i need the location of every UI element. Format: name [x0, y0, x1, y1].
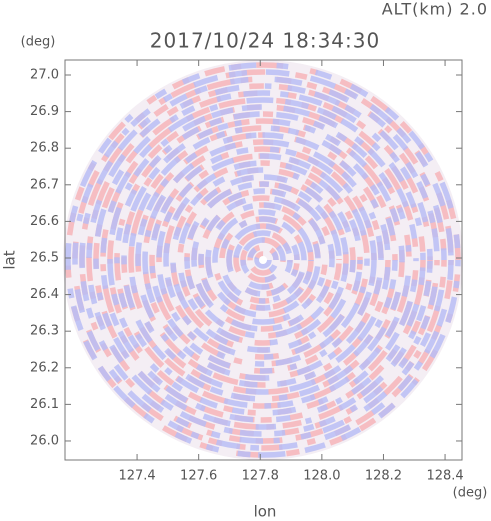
- y-unit: (deg): [21, 35, 56, 50]
- radar-center: [259, 256, 267, 264]
- y-tick-label: 26.0: [30, 433, 59, 448]
- x-tick-label: 127.6: [180, 469, 217, 484]
- echo-ring: [177, 174, 349, 346]
- echo-ring: [72, 69, 454, 451]
- x-tick-label: 128.0: [303, 469, 340, 484]
- y-tick-label: 26.3: [30, 324, 59, 339]
- x-tick-label: 128.2: [365, 469, 402, 484]
- y-tick-label: 26.8: [30, 141, 59, 156]
- y-tick-label: 26.6: [30, 214, 59, 229]
- echo-ring: [86, 83, 440, 437]
- echo-ring: [254, 251, 272, 269]
- echo-ring: [163, 160, 363, 360]
- echo-ring: [107, 104, 419, 416]
- echo-ring: [198, 195, 328, 325]
- echo-ring: [93, 90, 433, 430]
- echo-ring: [184, 181, 342, 339]
- echo-ring: [240, 237, 286, 283]
- echo-ring: [219, 216, 307, 304]
- echo-ring: [149, 146, 377, 374]
- y-tick-label: 26.2: [30, 360, 59, 375]
- plot-frame: [64, 59, 463, 461]
- x-tick-label: 127.4: [118, 469, 155, 484]
- altitude: ALT(km) 2.0: [382, 0, 488, 19]
- echo-ring: [170, 167, 356, 353]
- echo-ring: [191, 188, 335, 332]
- echo-ring: [128, 125, 398, 395]
- echo-ring: [121, 118, 405, 402]
- y-axis-label: lat: [1, 250, 19, 269]
- echo-ring: [226, 223, 300, 297]
- chart-title: 2017/10/24 18:34:30: [150, 29, 380, 53]
- y-tick-label: 26.1: [30, 397, 59, 412]
- echo-ring: [205, 202, 321, 318]
- x-tick-label: 127.8: [242, 469, 279, 484]
- echo-ring: [254, 251, 272, 269]
- y-tick-label: 26.5: [30, 250, 59, 265]
- y-tick-label: 27.0: [30, 68, 59, 83]
- echo-ring: [156, 153, 370, 367]
- radar-echo: [65, 62, 461, 458]
- y-tick-label: 26.7: [30, 177, 59, 192]
- echo-ring: [212, 209, 314, 311]
- y-tick-label: 26.4: [30, 287, 59, 302]
- x-unit: (deg): [453, 486, 488, 501]
- echo-ring: [247, 244, 279, 276]
- echo-ring: [100, 97, 426, 423]
- echo-ring: [135, 132, 391, 388]
- echo-ring: [233, 230, 293, 290]
- echo-ring: [191, 188, 335, 332]
- echo-ring: [142, 139, 384, 381]
- echo-ring: [114, 111, 412, 409]
- echo-ring: [65, 62, 461, 458]
- echo-ring: [79, 76, 447, 444]
- x-tick-label: 128.4: [426, 469, 463, 484]
- y-tick-label: 26.9: [30, 104, 59, 119]
- x-axis-label: lon: [254, 503, 277, 521]
